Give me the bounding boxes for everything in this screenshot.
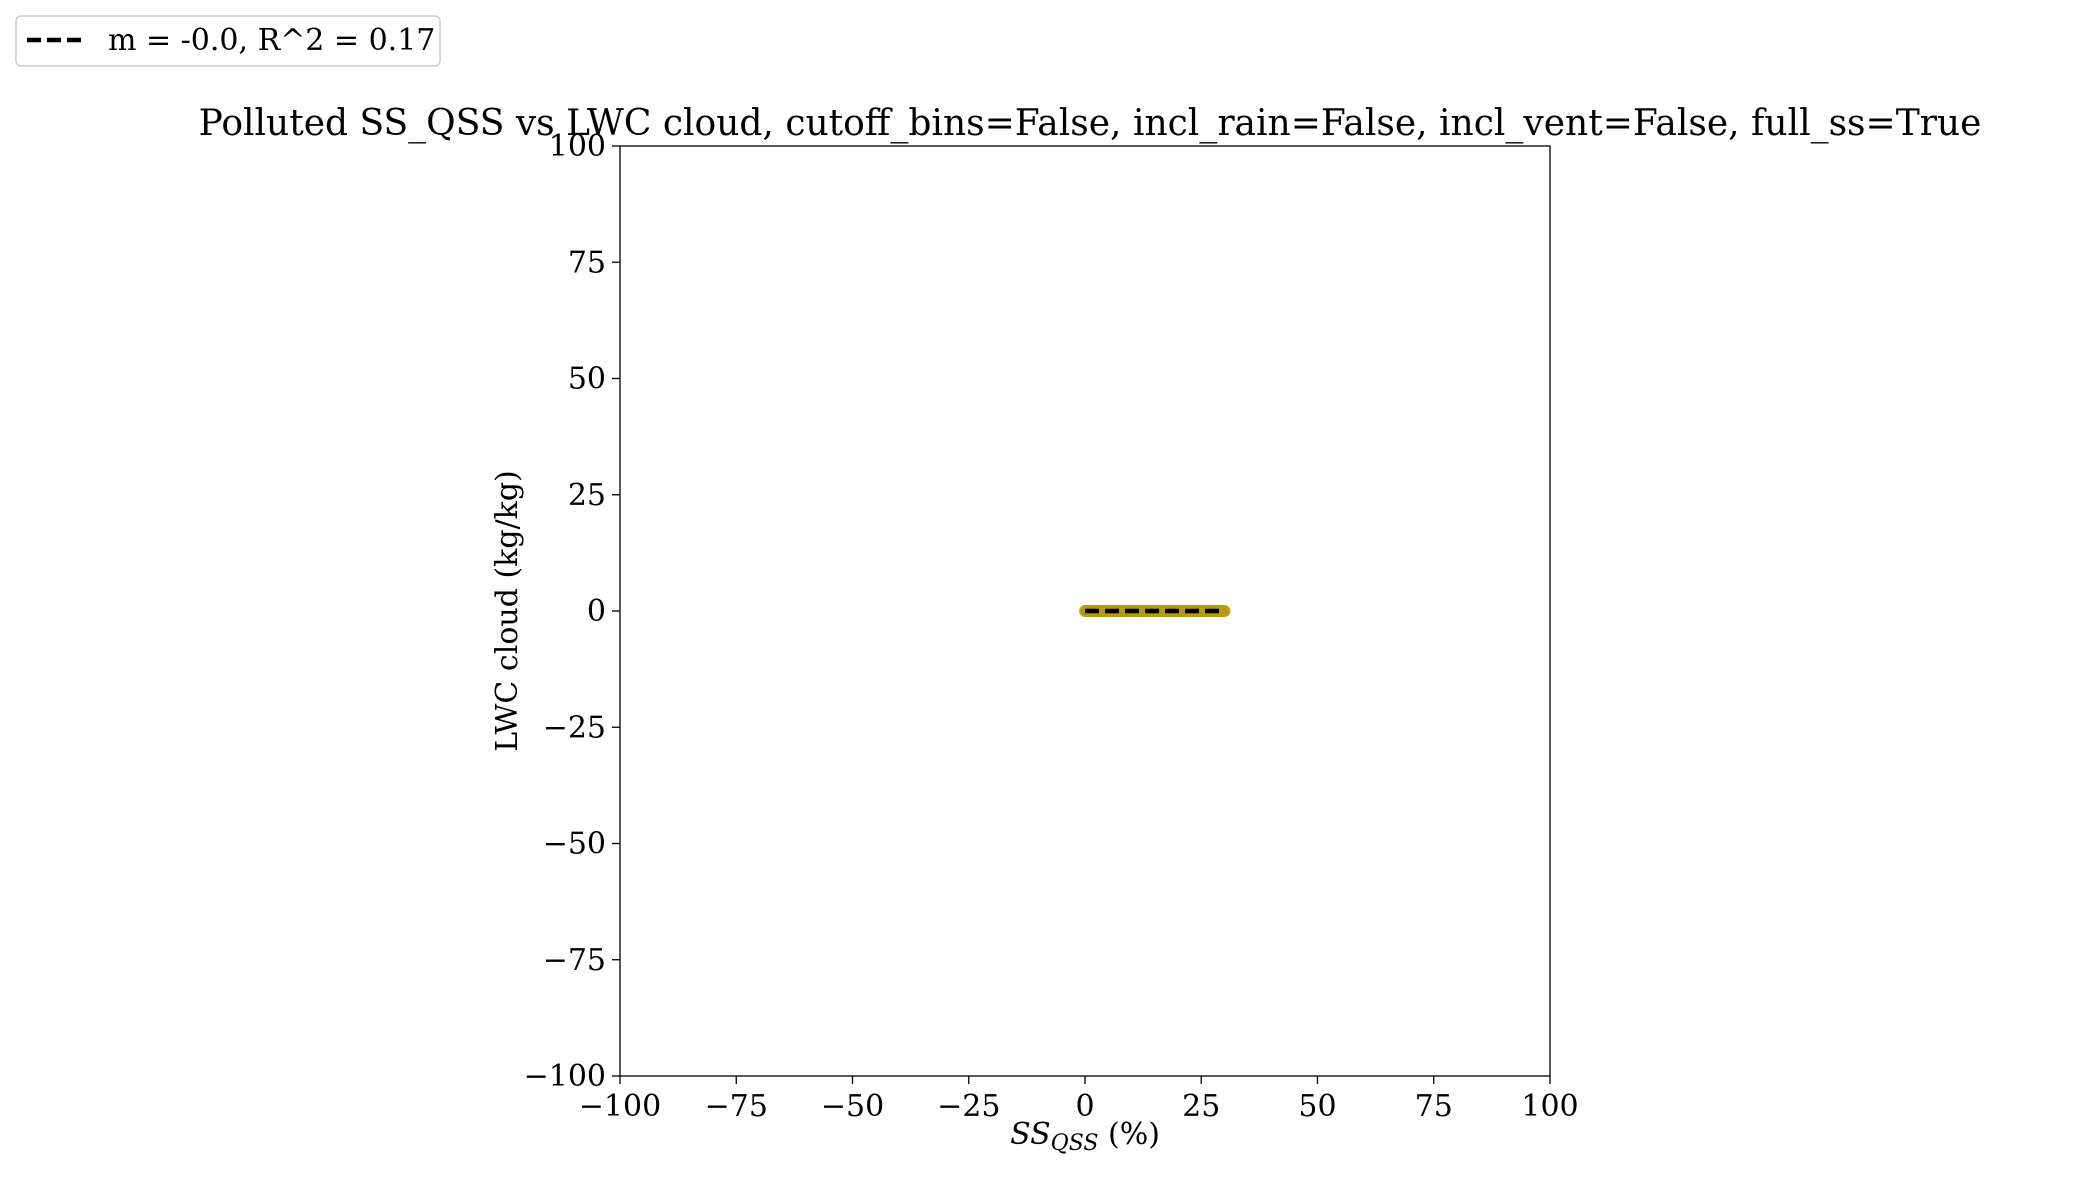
x-tick-label: −100 bbox=[579, 1089, 661, 1124]
x-tick-label: −50 bbox=[821, 1089, 884, 1124]
legend-box bbox=[15, 15, 441, 67]
x-axis-label: SSQSS (%) bbox=[1010, 1117, 1160, 1156]
x-tick-label: 0 bbox=[1075, 1089, 1094, 1124]
y-tick-label: −100 bbox=[524, 1059, 606, 1094]
x-tick-label: 50 bbox=[1298, 1089, 1336, 1124]
y-tick-label: 100 bbox=[549, 129, 606, 164]
x-axis-label-main: SS bbox=[1010, 1117, 1051, 1152]
y-tick-label: −75 bbox=[543, 943, 606, 978]
x-tick-label: −75 bbox=[705, 1089, 768, 1124]
x-tick-label: 100 bbox=[1521, 1089, 1578, 1124]
y-tick-label: −25 bbox=[543, 710, 606, 745]
y-tick-label: 0 bbox=[587, 594, 606, 629]
x-tick-label: 75 bbox=[1415, 1089, 1453, 1124]
chart-title: Polluted SS_QSS vs LWC cloud, cutoff_bin… bbox=[199, 103, 1982, 144]
x-axis-label-subscript: QSS bbox=[1051, 1131, 1099, 1156]
y-tick-label: −50 bbox=[543, 827, 606, 862]
y-tick-label: 25 bbox=[568, 478, 606, 513]
legend: m = -0.0, R^2 = 0.17 bbox=[15, 15, 441, 67]
scatter-point bbox=[1218, 605, 1231, 617]
x-tick-label: −25 bbox=[937, 1089, 1000, 1124]
y-axis-ticks: −100 −75 −50 −25 0 25 50 75 100 bbox=[524, 129, 620, 1094]
y-axis-label: LWC cloud (kg/kg) bbox=[490, 470, 525, 751]
y-tick-label: 50 bbox=[568, 362, 606, 397]
x-tick-label: 25 bbox=[1182, 1089, 1220, 1124]
x-axis-ticks: −100 −75 −50 −25 0 25 50 75 100 bbox=[579, 1076, 1579, 1124]
y-tick-label: 75 bbox=[568, 245, 606, 280]
x-axis-label-unit: (%) bbox=[1098, 1117, 1159, 1152]
legend-fit-line-label: m = -0.0, R^2 = 0.17 bbox=[108, 23, 435, 58]
